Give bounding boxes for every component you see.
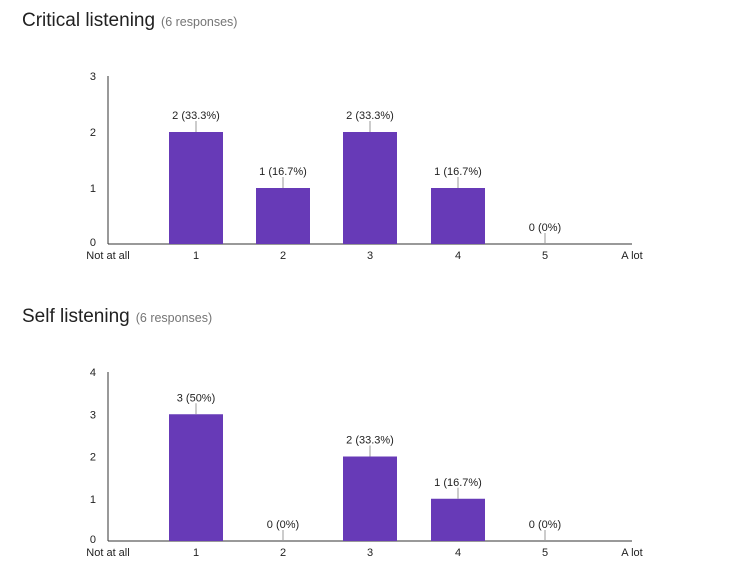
bar (343, 456, 397, 541)
x-endpoint-label: A lot (621, 547, 642, 559)
section-title: Critical listening (22, 10, 156, 31)
x-tick-label: 2 (280, 547, 286, 559)
x-endpoint-label: Not at all (86, 250, 129, 262)
bar-chart-critical-listening: 0 1 2 3 Not at all A lot 1 2 (33.3%) 2 1 (16.7%) 3… (86, 71, 642, 262)
bar (169, 132, 223, 244)
data-label: 2 (33.3%) (346, 110, 394, 122)
x-tick-label: 5 (542, 547, 548, 559)
x-tick-label: 4 (455, 250, 461, 262)
data-label: 2 (33.3%) (346, 435, 394, 447)
y-tick-label: 0 (90, 534, 96, 546)
x-tick-label: 1 (193, 547, 199, 559)
y-tick-label: 0 (90, 237, 96, 249)
y-tick-label: 2 (90, 452, 96, 464)
data-label: 1 (16.7%) (434, 477, 482, 489)
section-header: Critical listening (6 responses) (22, 10, 237, 32)
data-label: 3 (50%) (177, 392, 216, 404)
y-tick-label: 3 (90, 409, 96, 421)
data-label: 0 (0%) (529, 222, 561, 234)
bar (431, 498, 485, 541)
bar (169, 414, 223, 541)
data-label: 0 (0%) (267, 519, 299, 531)
section-title: Self listening (22, 306, 130, 327)
data-label: 0 (0%) (529, 519, 561, 531)
y-tick-label: 1 (90, 183, 96, 195)
x-endpoint-label: Not at all (86, 547, 129, 559)
x-tick-label: 4 (455, 547, 461, 559)
x-tick-label: 3 (367, 250, 373, 262)
data-label: 1 (16.7%) (259, 166, 307, 178)
y-tick-label: 2 (90, 127, 96, 139)
data-label: 1 (16.7%) (434, 166, 482, 178)
x-tick-label: 1 (193, 250, 199, 262)
x-tick-label: 2 (280, 250, 286, 262)
y-tick-label: 3 (90, 71, 96, 83)
section-header: Self listening (6 responses) (22, 306, 212, 328)
data-label: 2 (33.3%) (172, 110, 220, 122)
bar (343, 132, 397, 244)
response-count: (6 responses) (135, 311, 213, 325)
y-tick-label: 1 (90, 494, 96, 506)
x-tick-label: 5 (542, 250, 548, 262)
y-tick-label: 4 (90, 367, 96, 379)
bar (256, 188, 310, 244)
x-tick-label: 3 (367, 547, 373, 559)
x-endpoint-label: A lot (621, 250, 642, 262)
response-count: (6 responses) (161, 15, 238, 29)
bar (431, 188, 485, 244)
